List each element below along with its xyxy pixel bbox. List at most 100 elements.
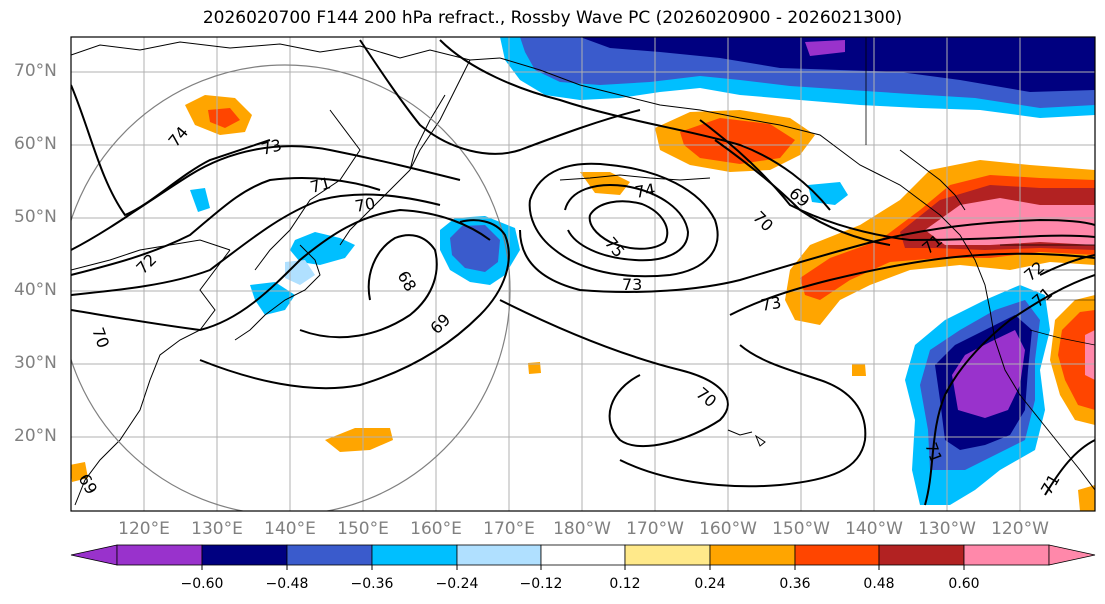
coast-kurils — [339, 169, 411, 246]
shade-fareast-pink — [1085, 330, 1095, 380]
map-frame — [70, 36, 1096, 512]
contour-label: 70 — [692, 384, 720, 412]
coast-sea-okhotsk — [254, 109, 361, 271]
colorbar-bin — [201, 544, 288, 566]
contour-71-se — [1044, 439, 1095, 496]
contour-label: 69 — [426, 310, 454, 338]
coast-china-north — [71, 239, 231, 271]
lat-label-60n: 60°N — [14, 134, 57, 154]
lon-label-170e: 170°E — [483, 519, 535, 539]
coast-bc — [899, 149, 966, 211]
lon-label-140w: 140°W — [845, 519, 903, 539]
contour-label: 74 — [165, 123, 193, 151]
colorbar-bin — [371, 544, 458, 566]
colorbar-extend-low — [70, 544, 118, 566]
contour-label: 75 — [601, 233, 629, 261]
contour-73-east — [729, 252, 1095, 316]
lon-label-130w: 130°W — [918, 519, 976, 539]
lon-label-140e: 140°E — [264, 519, 316, 539]
shade-east-purple — [952, 330, 1025, 418]
shade-arctic-navy — [580, 37, 1095, 92]
border-states — [1030, 269, 1095, 301]
shade-blue-patch-2 — [190, 188, 210, 212]
colorbar-bin — [794, 544, 880, 566]
shade-central-blue — [450, 225, 500, 272]
colorbar-tick-label: 0.36 — [779, 576, 811, 592]
contour-ridge-outer — [528, 162, 719, 278]
colorbar — [70, 544, 1096, 570]
colorbar-ticks — [201, 565, 965, 570]
contour-69 — [199, 219, 510, 390]
contour-label: 70 — [88, 325, 113, 351]
contour-jet-north — [439, 39, 831, 211]
contour-70-jet — [699, 119, 1095, 242]
contour-72 — [71, 177, 381, 276]
lon-label-120e: 120°E — [118, 519, 170, 539]
contour-label: 71 — [1037, 471, 1064, 498]
lat-label-70n: 70°N — [14, 61, 57, 81]
coast-korea-china — [74, 249, 231, 506]
colorbar-tick-label: −0.48 — [265, 576, 309, 592]
colorbar-bin — [456, 544, 542, 566]
colorbar-tick-label: 0.12 — [609, 576, 641, 592]
lon-label-150w: 150°W — [772, 519, 830, 539]
colorbar-bin — [709, 544, 796, 566]
shade-japan-light-blue — [290, 232, 355, 265]
contour-label: 70 — [749, 207, 777, 235]
coast-asia-north — [71, 41, 501, 61]
colorbar-bin — [878, 544, 965, 566]
lon-label-120w: 120°W — [991, 519, 1049, 539]
colorbar-bin — [286, 544, 373, 566]
contour-70-east — [619, 344, 867, 488]
contour-73-mid — [519, 218, 1095, 293]
contour-ridge-inner — [564, 184, 690, 262]
coast-hawaii-2 — [754, 434, 766, 447]
coast-kamchatka — [409, 59, 471, 171]
coast-hawaii-1 — [727, 429, 753, 436]
contour-north-lobe — [359, 39, 641, 155]
coast-japan — [234, 244, 321, 341]
colorbar-bin — [963, 544, 1050, 566]
contour-label: 74 — [633, 180, 656, 202]
colorbar-bin — [116, 544, 203, 566]
contour-label: 73 — [622, 275, 642, 294]
shade-orange-patch-1 — [325, 428, 393, 452]
coastlines — [71, 37, 1095, 506]
contour-72-east — [1039, 254, 1095, 276]
colorbar-tick-label: 0.24 — [694, 576, 726, 592]
shade-orange-patch-4 — [528, 362, 541, 374]
contour-label: 70 — [353, 194, 376, 216]
shade-orange-patch-5 — [852, 364, 866, 376]
colorbar-tick-label: 0.60 — [948, 576, 980, 592]
contour-68 — [299, 234, 438, 339]
shade-orange-patch-6 — [1078, 485, 1095, 511]
contour-label: 73 — [759, 293, 782, 315]
contour-71 — [71, 193, 441, 296]
contour-lines — [71, 39, 1095, 506]
colorbar-tick-label: −0.12 — [519, 576, 563, 592]
lon-label-150e: 150°E — [337, 519, 389, 539]
shade-red-alaska — [680, 118, 795, 164]
lon-label-170w: 170°W — [626, 519, 684, 539]
lat-label-30n: 30°N — [14, 353, 57, 373]
lat-label-50n: 50°N — [14, 207, 57, 227]
contour-70 — [71, 208, 491, 332]
contour-label: 72 — [132, 250, 160, 278]
shade-orange-patch-3 — [71, 462, 88, 482]
colorbar-tick-label: −0.24 — [435, 576, 479, 592]
coast-na-west — [919, 199, 1095, 491]
colorbar-bin — [540, 544, 626, 566]
colorbar-tick-label: 0.48 — [863, 576, 895, 592]
shading-layer — [71, 37, 1095, 511]
lon-label-180w: 180°W — [553, 519, 611, 539]
coast-alaska — [499, 57, 921, 201]
contour-70-south — [499, 299, 729, 448]
shade-arctic-purple — [805, 40, 845, 56]
lon-label-160w: 160°W — [699, 519, 757, 539]
shade-red-nw — [208, 108, 240, 128]
contour-label: 71 — [308, 173, 333, 197]
lon-label-160e: 160°E — [410, 519, 462, 539]
lon-label-130e: 130°E — [191, 519, 243, 539]
graticule — [71, 37, 1095, 511]
